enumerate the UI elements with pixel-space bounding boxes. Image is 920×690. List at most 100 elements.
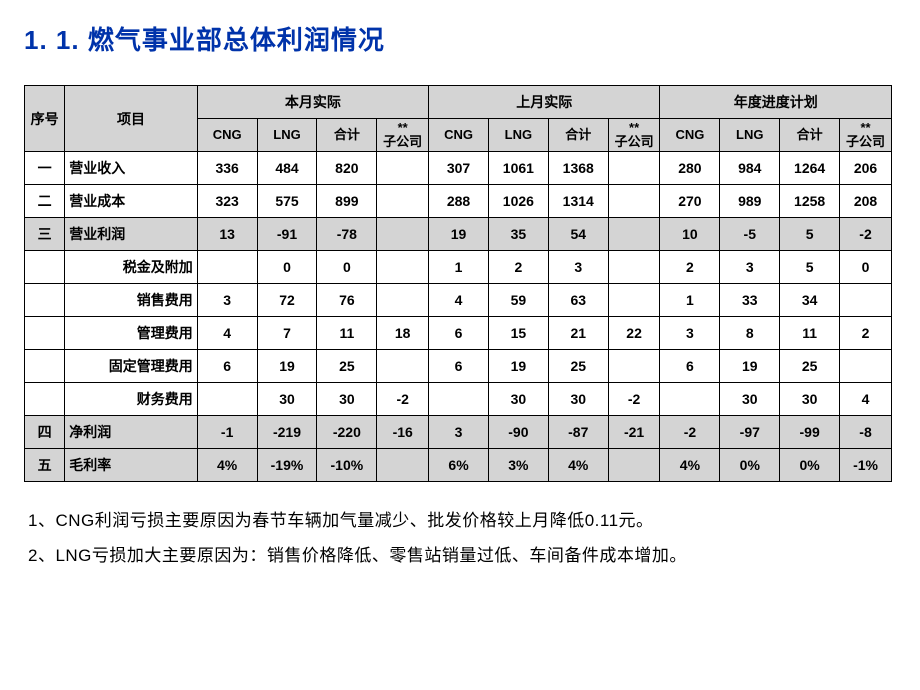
cell-value: 6 [429,317,489,350]
cell-value: 3% [488,449,548,482]
cell-value [608,284,660,317]
cell-value: 21 [548,317,608,350]
cell-value [429,383,489,416]
cell-value: 1026 [488,185,548,218]
table-row: 四净利润-1-219-220-163-90-87-21-2-97-99-8 [25,416,892,449]
cell-value: 3 [720,251,780,284]
cell-item: 营业成本 [65,185,197,218]
cell-value: 1 [660,284,720,317]
cell-value: 3 [197,284,257,317]
page-title: 1. 1. 燃气事业部总体利润情况 [24,20,896,57]
table-row: 固定管理费用619256192561925 [25,350,892,383]
cell-seq: 一 [25,152,65,185]
cell-value [377,218,429,251]
cell-value: 0 [317,251,377,284]
cell-value [660,383,720,416]
cell-seq: 五 [25,449,65,482]
cell-value: 30 [548,383,608,416]
cell-value: 10 [660,218,720,251]
cell-value: 30 [720,383,780,416]
th-total-0: 合计 [317,119,377,152]
cell-value: 19 [488,350,548,383]
cell-value: -220 [317,416,377,449]
table-row: 财务费用3030-23030-230304 [25,383,892,416]
cell-value: 206 [840,152,892,185]
cell-value [840,350,892,383]
cell-value: 13 [197,218,257,251]
cell-value: 4% [548,449,608,482]
cell-value: 19 [429,218,489,251]
table-row: 税金及附加001232350 [25,251,892,284]
cell-value: -5 [720,218,780,251]
cell-value [377,152,429,185]
cell-value: 270 [660,185,720,218]
th-group-1: 上月实际 [429,86,660,119]
cell-value: -99 [780,416,840,449]
table-row: 二营业成本323575899288102613142709891258208 [25,185,892,218]
cell-value: 33 [720,284,780,317]
cell-value: 59 [488,284,548,317]
cell-value: 0% [780,449,840,482]
cell-value: 30 [257,383,317,416]
cell-value: 208 [840,185,892,218]
cell-value [608,350,660,383]
table-row: 三营业利润13-91-7819355410-55-2 [25,218,892,251]
table-row: 销售费用372764596313334 [25,284,892,317]
table-row: 管理费用471118615212238112 [25,317,892,350]
cell-value: 484 [257,152,317,185]
cell-value: -2 [660,416,720,449]
cell-value: 0 [257,251,317,284]
cell-value: 820 [317,152,377,185]
cell-value: 1368 [548,152,608,185]
cell-value: 35 [488,218,548,251]
cell-value: 6% [429,449,489,482]
cell-value: 989 [720,185,780,218]
cell-value [197,251,257,284]
cell-value: 8 [720,317,780,350]
cell-value: 280 [660,152,720,185]
cell-value: 5 [780,251,840,284]
cell-seq [25,284,65,317]
cell-value [608,251,660,284]
cell-value: 18 [377,317,429,350]
cell-value: 25 [780,350,840,383]
cell-value [197,383,257,416]
cell-value: 4 [840,383,892,416]
cell-value: 11 [780,317,840,350]
cell-value: 2 [660,251,720,284]
cell-value: -16 [377,416,429,449]
cell-value: -10% [317,449,377,482]
cell-value [377,251,429,284]
cell-value: 72 [257,284,317,317]
cell-value: 1264 [780,152,840,185]
cell-value: 984 [720,152,780,185]
cell-value: 30 [780,383,840,416]
cell-value [608,152,660,185]
cell-value: 22 [608,317,660,350]
cell-value: -21 [608,416,660,449]
cell-value [608,185,660,218]
th-total-1: 合计 [548,119,608,152]
th-cng-2: CNG [660,119,720,152]
cell-seq [25,251,65,284]
cell-value: 4 [429,284,489,317]
th-subsidiary-0: **子公司 [377,119,429,152]
note-1: 1、CNG利润亏损主要原因为春节车辆加气量减少、批发价格较上月降低0.11元。 [28,506,896,531]
cell-value: 4 [197,317,257,350]
cell-seq [25,383,65,416]
cell-value [840,284,892,317]
cell-item: 固定管理费用 [65,350,197,383]
th-total-2: 合计 [780,119,840,152]
cell-value [377,185,429,218]
cell-value: 899 [317,185,377,218]
cell-item: 营业利润 [65,218,197,251]
cell-value: -97 [720,416,780,449]
cell-value: 34 [780,284,840,317]
cell-value: 575 [257,185,317,218]
cell-item: 管理费用 [65,317,197,350]
cell-seq [25,317,65,350]
cell-item: 营业收入 [65,152,197,185]
cell-value: 1061 [488,152,548,185]
table-row: 五毛利率4%-19%-10%6%3%4%4%0%0%-1% [25,449,892,482]
cell-value: 30 [317,383,377,416]
